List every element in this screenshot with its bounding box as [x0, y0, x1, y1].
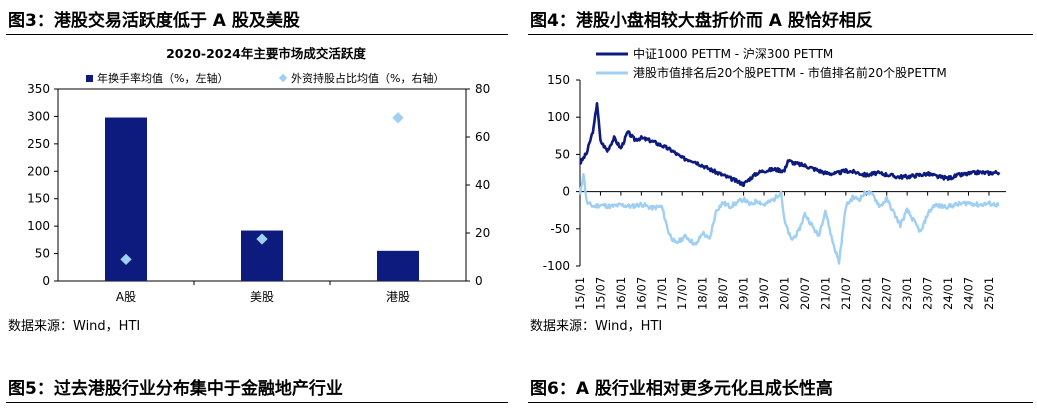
y-tick-label: 50 — [555, 147, 570, 161]
x-tick-label: 19/01 — [737, 277, 751, 310]
y-tick-label: 100 — [547, 110, 570, 124]
point-foreign-holding — [256, 233, 268, 245]
figure-3-title: 图3：港股交易活跃度低于 A 股及美股 — [8, 11, 300, 31]
legend: 中证1000 PETTM - 沪深300 PETTM 港股市值排名后20个股PE… — [596, 46, 947, 80]
figure-4-source: 数据来源：Wind，HTI — [530, 319, 663, 334]
legend-swatch-foreign-holding — [278, 73, 288, 83]
figure-6-title: 图6：A 股行业相对更多元化且成长性高 — [530, 379, 833, 399]
legend-label-hk-small-large: 港股市值排名后20个股PETTM - 市值排名前20个股PETTM — [633, 65, 947, 80]
y-left-tick-label: 200 — [27, 164, 50, 178]
y-tick-label: -100 — [543, 259, 570, 273]
x-tick-label: 21/01 — [818, 277, 832, 310]
point-foreign-holding — [392, 112, 404, 124]
x-tick-label: A股 — [116, 290, 136, 304]
y-left-tick-label: 150 — [27, 192, 50, 206]
x-tick-label: 18/07 — [716, 277, 730, 310]
turnover-bar-chart: 0 50 100 150 200 250 300 350 0 20 40 60 80 A股 美股 港股 202… — [27, 46, 490, 304]
x-tick-label: 24/01 — [941, 277, 955, 310]
legend-swatch-turnover — [86, 75, 93, 82]
y-left-tick-label: 300 — [27, 109, 50, 123]
x-tick-label: 20/01 — [777, 277, 791, 310]
figure-5-title: 图5：过去港股行业分布集中于金融地产行业 — [8, 379, 343, 399]
legend: 年换手率均值（%，左轴） 外资持股占比均值（%，右轴） — [86, 71, 444, 85]
figure-5-title-rule — [6, 402, 508, 403]
figure-4-title-rule — [528, 34, 1033, 35]
x-tick-label: 港股 — [386, 290, 410, 304]
x-tick-label: 15/07 — [593, 277, 607, 310]
x-tick-label: 24/07 — [962, 277, 976, 310]
x-tick-label: 19/07 — [757, 277, 771, 310]
x-tick-label: 15/01 — [573, 277, 587, 310]
figure-3-title-rule — [6, 34, 508, 35]
x-tick-label: 25/01 — [982, 277, 996, 310]
y-left-tick-label: 0 — [42, 274, 50, 288]
bar-turnover — [377, 250, 419, 281]
x-tick-label: 22/01 — [859, 277, 873, 310]
legend-label-csi1000: 中证1000 PETTM - 沪深300 PETTM — [633, 46, 833, 61]
figure-6-title-rule — [528, 402, 1033, 403]
x-tick-label: 23/07 — [921, 277, 935, 310]
legend-label-turnover: 年换手率均值（%，左轴） — [97, 71, 228, 85]
y-right-tick-label: 20 — [475, 226, 490, 240]
series-line-csi1000 — [579, 102, 1001, 188]
series-line-hk-small-large — [578, 173, 1000, 265]
y-right-tick-label: 60 — [475, 130, 490, 144]
y-left-tick-label: 350 — [27, 82, 50, 96]
y-right-tick-label: 0 — [475, 274, 483, 288]
x-tick-label: 23/01 — [900, 277, 914, 310]
x-tick-label: 18/01 — [696, 277, 710, 310]
x-tick-label: 21/07 — [839, 277, 853, 310]
figure-4-title: 图4：港股小盘相较大盘折价而 A 股恰好相反 — [530, 11, 873, 31]
y-tick-label: -50 — [550, 222, 570, 236]
y-left-tick-label: 250 — [27, 137, 50, 151]
x-tick-label: 17/07 — [675, 277, 689, 310]
x-tick-label: 美股 — [250, 290, 274, 304]
x-tick-label: 20/07 — [798, 277, 812, 310]
y-right-tick-label: 40 — [475, 178, 490, 192]
x-tick-label: 16/07 — [634, 277, 648, 310]
x-tick-label: 22/07 — [880, 277, 894, 310]
y-tick-label: 150 — [547, 73, 570, 87]
x-tick-label: 16/01 — [614, 277, 628, 310]
y-left-tick-label: 50 — [35, 247, 50, 261]
chart-title: 2020-2024年主要市场成交活跃度 — [166, 46, 366, 61]
x-tick-label: 17/01 — [655, 277, 669, 310]
y-tick-label: 0 — [562, 185, 570, 199]
y-left-tick-label: 100 — [27, 219, 50, 233]
legend-label-foreign-holding: 外资持股占比均值（%，右轴） — [291, 71, 444, 85]
figure-3-source: 数据来源：Wind，HTI — [8, 319, 141, 334]
y-right-tick-label: 80 — [475, 82, 490, 96]
